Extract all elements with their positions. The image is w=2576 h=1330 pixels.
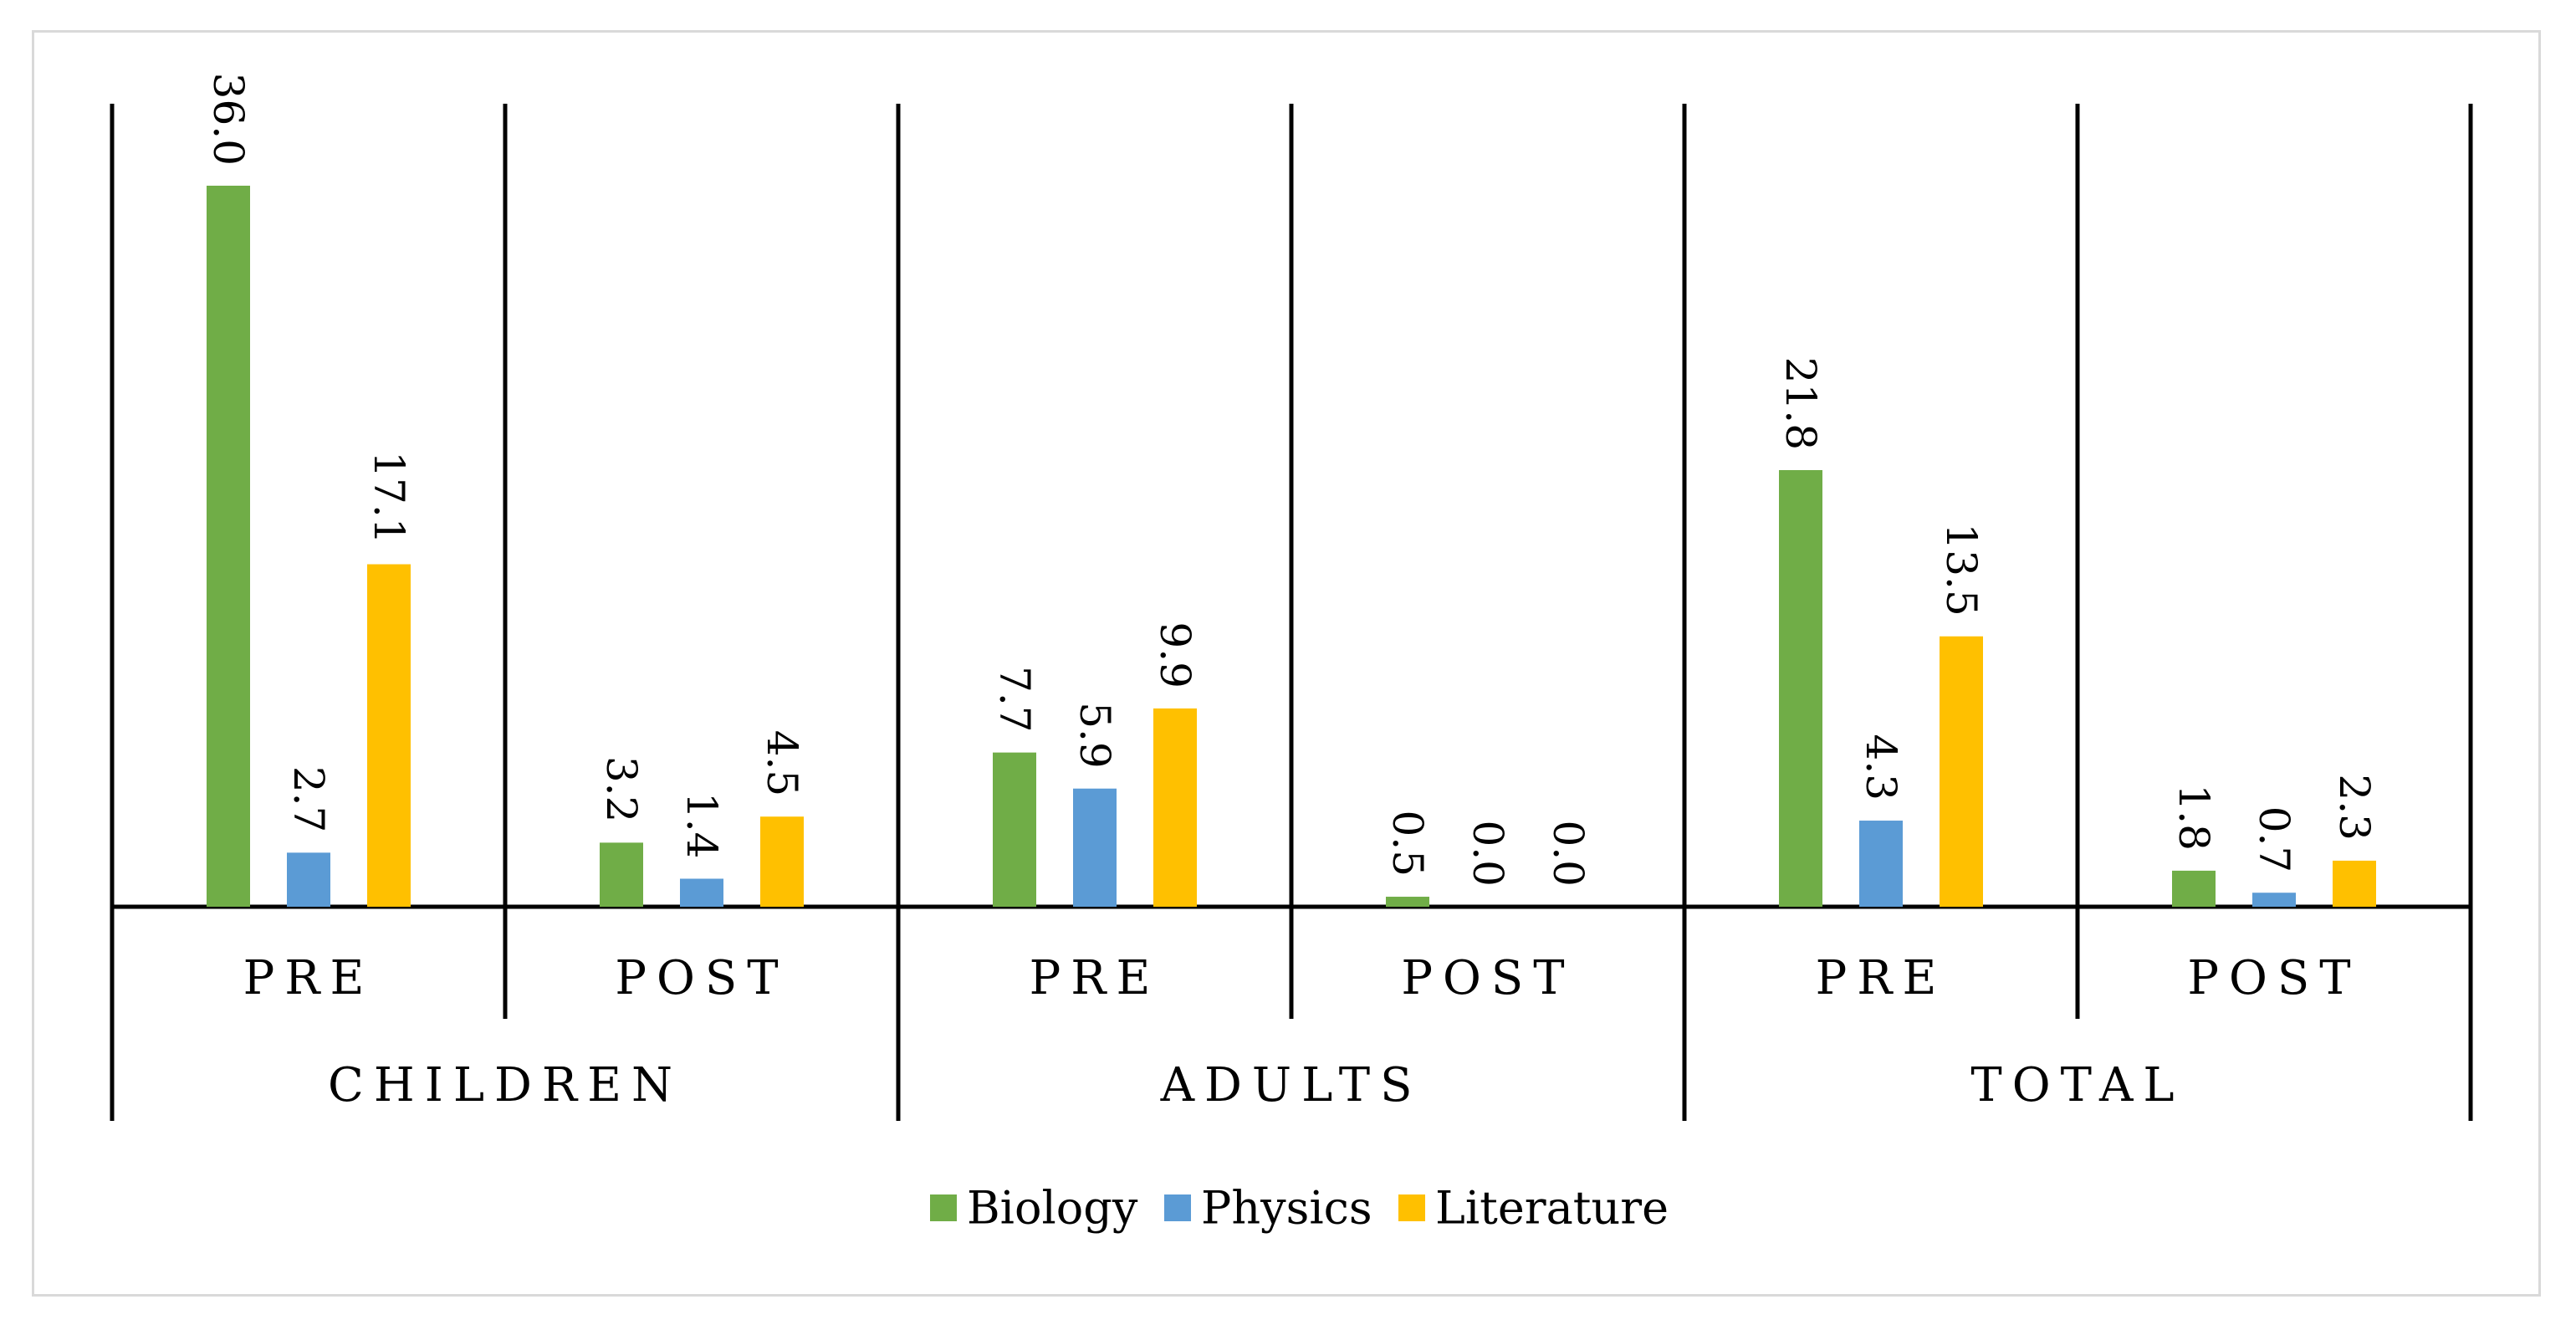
chart-data-labels: 36.0 3.2 7.7 0.5 21.8 1.8 2.7 1.4 5.9 0.0 4.3 0.7 17… xyxy=(204,73,2379,887)
bar-biology-post-5 xyxy=(2172,870,2216,907)
chart-category-labels: PRE POST PRE POST PRE POST CHILDREN ADULTS TOTAL xyxy=(243,951,2360,1113)
bar-physics-pre-4 xyxy=(1859,821,1903,907)
legend-swatch-literature xyxy=(1398,1194,1425,1221)
chart-frame xyxy=(32,30,2541,1297)
bar-biology-pre-2 xyxy=(993,752,1036,907)
data-label-physics-2: 5.9 xyxy=(1071,702,1119,769)
bar-biology-pre-4 xyxy=(1779,470,1822,907)
data-label-biology-3: 0.5 xyxy=(1383,810,1432,877)
data-label-physics-4: 4.3 xyxy=(1857,734,1905,801)
bar-literature-pre-4 xyxy=(1940,636,1983,907)
data-label-literature-5: 2.3 xyxy=(2330,774,2379,841)
legend-swatch-physics xyxy=(1164,1194,1191,1221)
data-label-biology-2: 7.7 xyxy=(990,666,1039,733)
category-label-post: POST xyxy=(1401,951,1574,1005)
legend-label-biology: Biology xyxy=(967,1182,1138,1235)
category-label-pre: PRE xyxy=(1816,951,1947,1005)
data-label-physics-0: 2.7 xyxy=(284,766,333,833)
data-label-physics-3: 0.0 xyxy=(1464,820,1512,887)
category-label-post: POST xyxy=(2187,951,2360,1005)
bar-biology-post-1 xyxy=(600,842,643,907)
data-label-biology-4: 21.8 xyxy=(1776,357,1825,450)
chart-legend: Biology Physics Literature xyxy=(930,1182,1669,1235)
data-label-biology-5: 1.8 xyxy=(2170,784,2218,851)
legend-label-literature: Literature xyxy=(1435,1182,1669,1235)
group-label-total: TOTAL xyxy=(1970,1058,2184,1113)
group-label-children: CHILDREN xyxy=(328,1058,682,1113)
data-label-literature-3: 0.0 xyxy=(1544,820,1592,887)
bar-literature-post-5 xyxy=(2333,860,2376,907)
bar-literature-post-1 xyxy=(760,816,804,907)
data-label-physics-1: 1.4 xyxy=(677,792,726,859)
data-label-biology-0: 36.0 xyxy=(204,73,253,166)
bar-biology-pre-0 xyxy=(207,186,250,907)
data-label-physics-5: 0.7 xyxy=(2250,806,2298,873)
data-label-literature-4: 13.5 xyxy=(1937,523,1986,616)
data-label-literature-0: 17.1 xyxy=(365,451,413,544)
bar-literature-pre-0 xyxy=(367,564,411,907)
legend-swatch-biology xyxy=(930,1194,957,1221)
category-label-post: POST xyxy=(615,951,788,1005)
legend-label-physics: Physics xyxy=(1201,1182,1372,1235)
category-label-pre: PRE xyxy=(1030,951,1161,1005)
bar-biology-post-3 xyxy=(1386,897,1429,907)
bar-physics-pre-0 xyxy=(287,852,330,907)
data-label-literature-2: 9.9 xyxy=(1151,622,1199,688)
bar-physics-post-1 xyxy=(680,878,723,907)
category-label-pre: PRE xyxy=(243,951,375,1005)
bar-physics-post-5 xyxy=(2252,893,2296,907)
data-label-biology-1: 3.2 xyxy=(597,756,646,823)
bar-literature-pre-2 xyxy=(1153,708,1197,907)
data-label-literature-1: 4.5 xyxy=(758,730,806,797)
group-label-adults: ADULTS xyxy=(1160,1058,1423,1113)
chart-bars xyxy=(207,186,2376,907)
chart-axes xyxy=(110,104,2473,1121)
bar-physics-pre-2 xyxy=(1073,788,1117,907)
